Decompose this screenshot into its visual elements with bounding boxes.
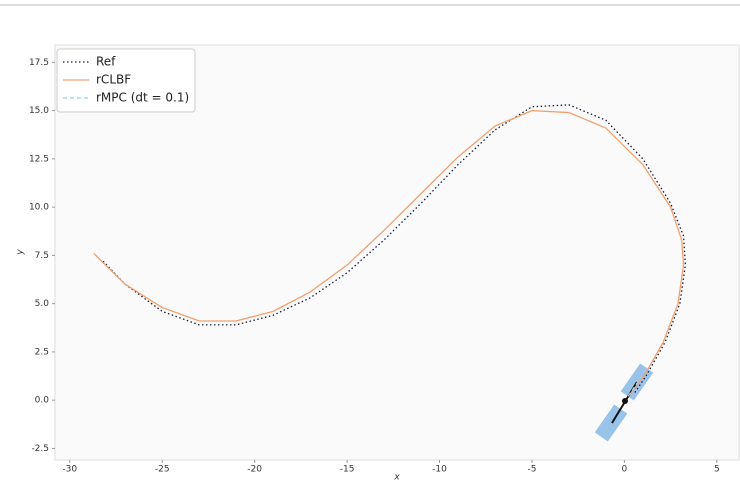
x-tick-label: -5 — [527, 465, 536, 475]
y-tick-label: 5.0 — [35, 299, 50, 309]
series-line — [93, 109, 685, 395]
x-tick-label: -10 — [432, 465, 447, 475]
series-line — [627, 368, 648, 397]
legend-label: rCLBF — [96, 73, 131, 87]
legend-label: rMPC (dt = 0.1) — [96, 91, 189, 105]
x-tick-label: -20 — [247, 465, 262, 475]
vehicle-center — [622, 398, 628, 404]
vehicle-body — [594, 404, 628, 442]
y-tick-label: 10.0 — [29, 203, 49, 213]
legend — [56, 48, 196, 113]
x-tick-label: 0 — [622, 465, 628, 475]
y-tick-label: 0.0 — [35, 396, 50, 406]
x-tick-label: -25 — [155, 465, 170, 475]
y-tick-label: 7.5 — [35, 251, 49, 261]
y-tick-label: 15.0 — [29, 106, 49, 116]
legend-label: Ref — [96, 55, 116, 69]
y-tick-label: -2.5 — [31, 444, 49, 454]
x-tick-label: 5 — [714, 465, 720, 475]
y-axis-label: y — [16, 249, 26, 256]
y-tick-label: 17.5 — [29, 58, 49, 68]
x-tick-label: -30 — [62, 465, 77, 475]
x-tick-label: -15 — [340, 465, 355, 475]
x-axis-label: x — [393, 473, 400, 483]
y-tick-label: 2.5 — [35, 347, 49, 357]
y-tick-label: 12.5 — [29, 154, 49, 164]
